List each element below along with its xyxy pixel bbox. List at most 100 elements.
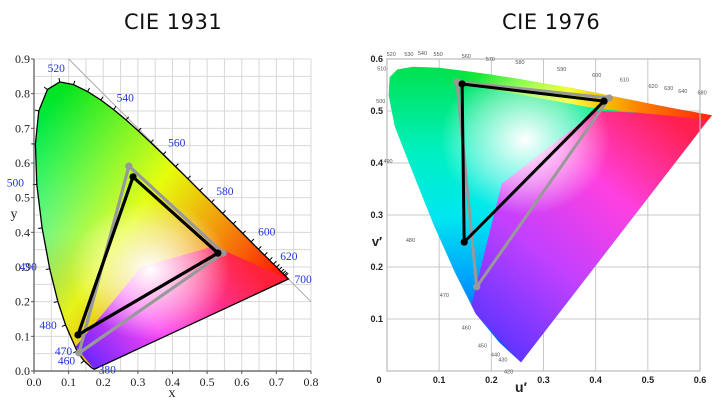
locus-tick bbox=[282, 270, 287, 274]
locus-tick bbox=[280, 268, 285, 273]
u-tick-label: 0 bbox=[376, 375, 381, 385]
locus-tick bbox=[276, 264, 280, 268]
x-tick-label: 0.4 bbox=[165, 375, 180, 389]
locus-tick bbox=[264, 252, 268, 256]
x-tick-label: 0.7 bbox=[269, 375, 284, 389]
locus-tick bbox=[273, 260, 277, 265]
y-tick-label: 0.3 bbox=[15, 260, 30, 274]
locus-tick bbox=[162, 151, 167, 155]
wavelength-label: 600 bbox=[258, 227, 276, 239]
u-tick-label: 0.5 bbox=[642, 375, 655, 385]
locus-tick bbox=[45, 268, 50, 271]
wavelength-label: 700 bbox=[294, 274, 312, 286]
black-gamut-vertex bbox=[458, 80, 466, 88]
wavelength-label: 460 bbox=[462, 325, 471, 331]
x-tick-label: 0.8 bbox=[304, 375, 319, 389]
y-tick-label: 0.5 bbox=[15, 191, 30, 205]
wavelength-label: 550 bbox=[434, 52, 443, 58]
locus-tick bbox=[269, 256, 273, 261]
chart-title-cie1931: CIE 1931 bbox=[124, 10, 223, 34]
wavelength-label: 490 bbox=[383, 159, 392, 165]
wavelength-label: 680 bbox=[697, 90, 706, 96]
locus-tick bbox=[53, 300, 58, 303]
v-tick-label: 0.3 bbox=[370, 210, 383, 220]
y-tick-label: 0.4 bbox=[15, 225, 30, 239]
y-tick-label: 0.6 bbox=[15, 156, 30, 170]
wavelength-label: 560 bbox=[462, 54, 471, 60]
v-tick-label: 0.1 bbox=[370, 314, 383, 324]
locus-tick bbox=[58, 77, 61, 83]
y-tick-label: 0.2 bbox=[15, 295, 30, 309]
wavelength-label: 520 bbox=[48, 63, 65, 75]
y-tick-label: 0.7 bbox=[15, 121, 30, 135]
wavelength-label: 470 bbox=[55, 346, 72, 358]
black-gamut-vertex bbox=[129, 173, 137, 181]
cie1976-gamut-triangles bbox=[453, 78, 613, 291]
locus-tick bbox=[100, 96, 104, 101]
black-gamut-vertex bbox=[214, 249, 222, 257]
locus-tick bbox=[125, 116, 130, 121]
cie1976-v-axis-label: v′ bbox=[372, 234, 382, 249]
wavelength-label: 620 bbox=[648, 84, 657, 90]
wavelength-label: 450 bbox=[478, 344, 487, 350]
wavelength-label: 440 bbox=[491, 352, 500, 358]
x-tick-label: 0.3 bbox=[130, 375, 145, 389]
locus-tick bbox=[232, 220, 237, 225]
x-tick-label: 0.1 bbox=[61, 375, 76, 389]
wavelength-label: 480 bbox=[406, 238, 415, 244]
locus-tick bbox=[150, 139, 154, 143]
cie1931-chart: 0.0 0.1 0.2 0.3 0.4 0.5 0.6 0.7 0.8 0.0 0.1 0.2 0.3 0… bbox=[7, 52, 319, 401]
locus-tick bbox=[138, 127, 142, 132]
chart-title-cie1976: CIE 1976 bbox=[502, 10, 601, 34]
wavelength-label: 460 bbox=[58, 356, 76, 368]
x-tick-label: 0.6 bbox=[234, 375, 249, 389]
u-tick-label: 0.3 bbox=[537, 375, 550, 385]
u-tick-label: 0.6 bbox=[694, 375, 707, 385]
gray-gamut-vertex bbox=[605, 94, 613, 102]
wavelength-label: 530 bbox=[404, 52, 413, 58]
wavelength-label: 540 bbox=[117, 93, 135, 105]
locus-tick bbox=[278, 266, 283, 271]
wavelength-label: 560 bbox=[168, 138, 186, 150]
black-gamut-triangle bbox=[460, 82, 606, 244]
locus-tick bbox=[285, 272, 289, 277]
cie1931-x-axis-label: x bbox=[169, 386, 176, 401]
y-tick-label: 0.1 bbox=[15, 329, 30, 343]
locus-tick bbox=[211, 199, 215, 203]
wavelength-label: 540 bbox=[418, 51, 427, 57]
wavelength-label: 640 bbox=[678, 89, 687, 95]
locus-tick bbox=[38, 227, 43, 230]
locus-tick bbox=[113, 106, 117, 110]
locus-tick bbox=[199, 187, 203, 192]
u-tick-label: 0.2 bbox=[485, 375, 498, 385]
u-tick-label: 0.1 bbox=[433, 375, 446, 385]
locus-tick bbox=[34, 109, 39, 112]
gray-gamut-vertex bbox=[75, 349, 83, 357]
wavelength-label: 610 bbox=[620, 77, 629, 83]
locus-tick bbox=[43, 86, 48, 90]
v-tick-label: 0.5 bbox=[370, 106, 383, 116]
gray-gamut-vertex bbox=[125, 162, 133, 170]
locus-tick bbox=[283, 271, 288, 276]
wavelength-label: 580 bbox=[515, 60, 524, 66]
locus-tick bbox=[250, 238, 255, 243]
wavelength-label: 500 bbox=[376, 99, 385, 105]
gray-gamut-triangle bbox=[455, 80, 611, 289]
v-tick-label: 0.2 bbox=[370, 262, 383, 272]
u-tick-label: 0.4 bbox=[589, 375, 602, 385]
v-tick-label: 0.4 bbox=[370, 158, 383, 168]
wavelength-label: 590 bbox=[557, 67, 566, 73]
y-tick-label: 0.0 bbox=[15, 364, 30, 378]
locus-tick bbox=[242, 230, 246, 234]
locus-tick bbox=[222, 210, 226, 214]
wavelength-label: 520 bbox=[387, 52, 396, 58]
wavelength-label: 430 bbox=[498, 358, 507, 364]
wavelength-label: 470 bbox=[440, 293, 449, 299]
cie1931-axes: 0.0 0.1 0.2 0.3 0.4 0.5 0.6 0.7 0.8 0.0 0.1 0.2 0.3 0… bbox=[15, 52, 319, 389]
wavelength-label: 600 bbox=[592, 73, 601, 79]
x-tick-label: 0.5 bbox=[200, 375, 215, 389]
wavelength-label: 570 bbox=[486, 57, 495, 63]
